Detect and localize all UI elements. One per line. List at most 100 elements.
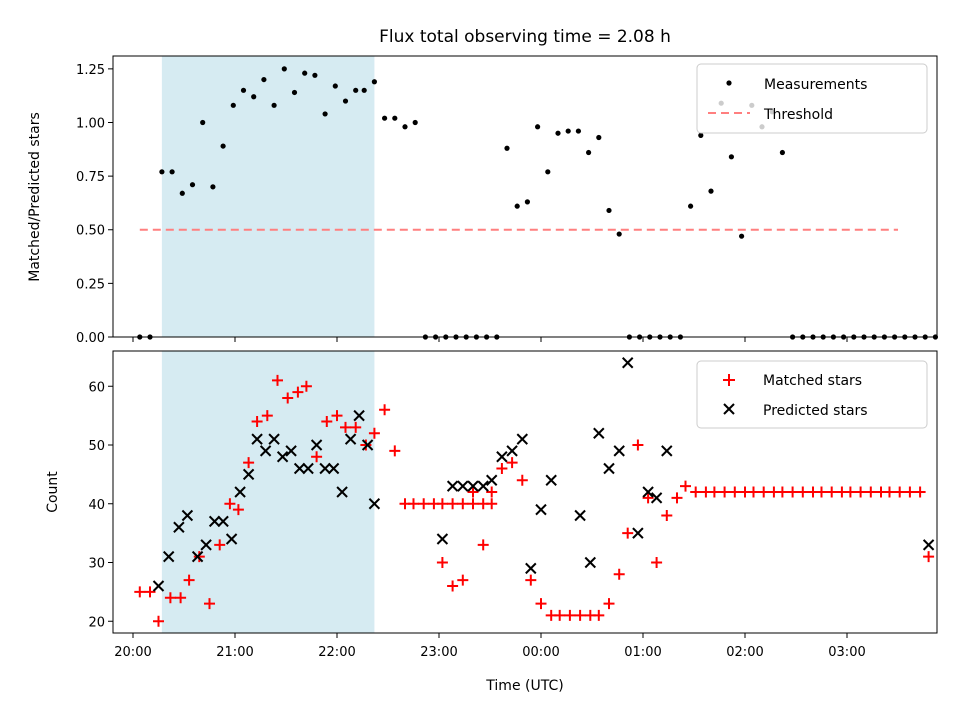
measurement-point [514,203,520,209]
count-y-axis-label: Count [45,471,61,513]
matched-star-point [447,580,459,592]
measurement-point [230,102,236,108]
x-tick-label: 20:00 [114,645,151,660]
measurement-point [596,134,602,141]
y-tick-label: 0.00 [76,331,105,346]
predicted-star-point [173,521,185,533]
legend-predicted-label: Predicted stars [763,403,868,419]
matched-star-point [272,374,283,386]
matched-star-point [776,486,788,498]
predicted-star-point [535,503,547,516]
measurement-point [708,188,714,194]
measurement-point [302,70,308,76]
matched-star-point [389,445,401,457]
matched-star-point [243,457,255,469]
x-tick-label: 03:00 [828,645,865,660]
predicted-star-point [344,433,357,445]
measurement-point [382,115,388,121]
matched-star-point [418,498,430,510]
matched-star-point [826,486,838,498]
matched-star-point [447,498,459,510]
predicted-star-point [632,527,644,539]
predicted-star-point [327,462,340,475]
predicted-star-point [496,451,508,463]
predicted-star-point [446,480,459,492]
y-tick-label: 30 [88,557,105,572]
predicted-star-point [457,480,469,492]
predicted-star-point [259,445,272,457]
measurement-point [616,231,622,237]
matched-star-point [340,421,351,433]
matched-star-point [651,557,663,568]
measurement-point [739,233,745,239]
measurement-point [281,66,287,72]
matched-star-point [282,392,294,404]
matched-star-point [923,551,935,563]
measurement-point [698,132,704,138]
ratio-legend-box [696,63,928,134]
ratio-panel-frame [112,55,938,338]
predicted-star-point [276,451,289,463]
measurement-point [271,102,277,108]
matched-star-point [496,463,508,474]
matched-star-point [153,615,164,627]
measurement-point [728,154,735,160]
predicted-star-point [593,427,605,439]
measurement-point [210,184,216,190]
predicted-star-point [200,539,212,551]
matched-star-point [894,486,906,498]
measurement-point [555,130,561,136]
measurement-point [312,72,318,78]
predicted-star-point [545,474,557,486]
predicted-star-point [650,492,663,504]
predicted-star-point [293,462,306,475]
matched-star-point [708,486,720,498]
shaded-observing-span [161,351,375,633]
predicted-star-point [310,439,323,451]
matched-star-point [758,486,770,498]
y-tick-label: 0.75 [76,170,105,185]
matched-star-point [436,557,448,568]
predicted-star-point [506,445,518,457]
matched-star-point [844,486,856,498]
matched-star-point [467,498,479,510]
predicted-star-point [336,486,348,498]
measurement-point [251,94,257,100]
measurement-point [606,207,612,214]
count-legend: Matched stars Predicted stars [696,360,928,429]
measurement-point [179,190,185,196]
predicted-star-point [661,445,673,457]
matched-star-point [506,457,518,469]
y-tick-label: 60 [88,380,105,395]
predicted-star-point [922,539,935,551]
measurement-point [342,98,349,104]
predicted-star-point [152,580,165,592]
matched-star-point [350,421,362,433]
matched-star-point [175,592,187,604]
matched-star-point [797,486,809,498]
matched-star-point [311,451,323,463]
matched-star-point [884,486,895,498]
matched-star-point [642,492,654,504]
predicted-star-point [319,462,331,475]
matched-star-point [321,416,333,427]
matched-star-point [368,427,380,439]
y-tick-label: 1.25 [76,63,105,78]
predicted-star-point [613,445,625,457]
matched-star-point [300,380,312,392]
predicted-star-point [642,486,654,498]
predicted-star-point [603,462,615,475]
matched-star-point [467,486,479,498]
measurement-point [291,89,298,96]
count-panel-frame [112,350,938,634]
predicted-star-point [268,433,280,445]
matched-star-point [331,410,343,422]
matched-star-point [251,416,263,427]
matched-star-point [574,609,586,621]
matched-star-point [292,386,304,398]
legend-matched-label: Matched stars [763,373,862,389]
ratio-legend: Measurements Threshold [696,63,928,134]
measurement-point [779,149,786,156]
chart-title: Flux total observing time = 2.08 h [379,27,671,47]
